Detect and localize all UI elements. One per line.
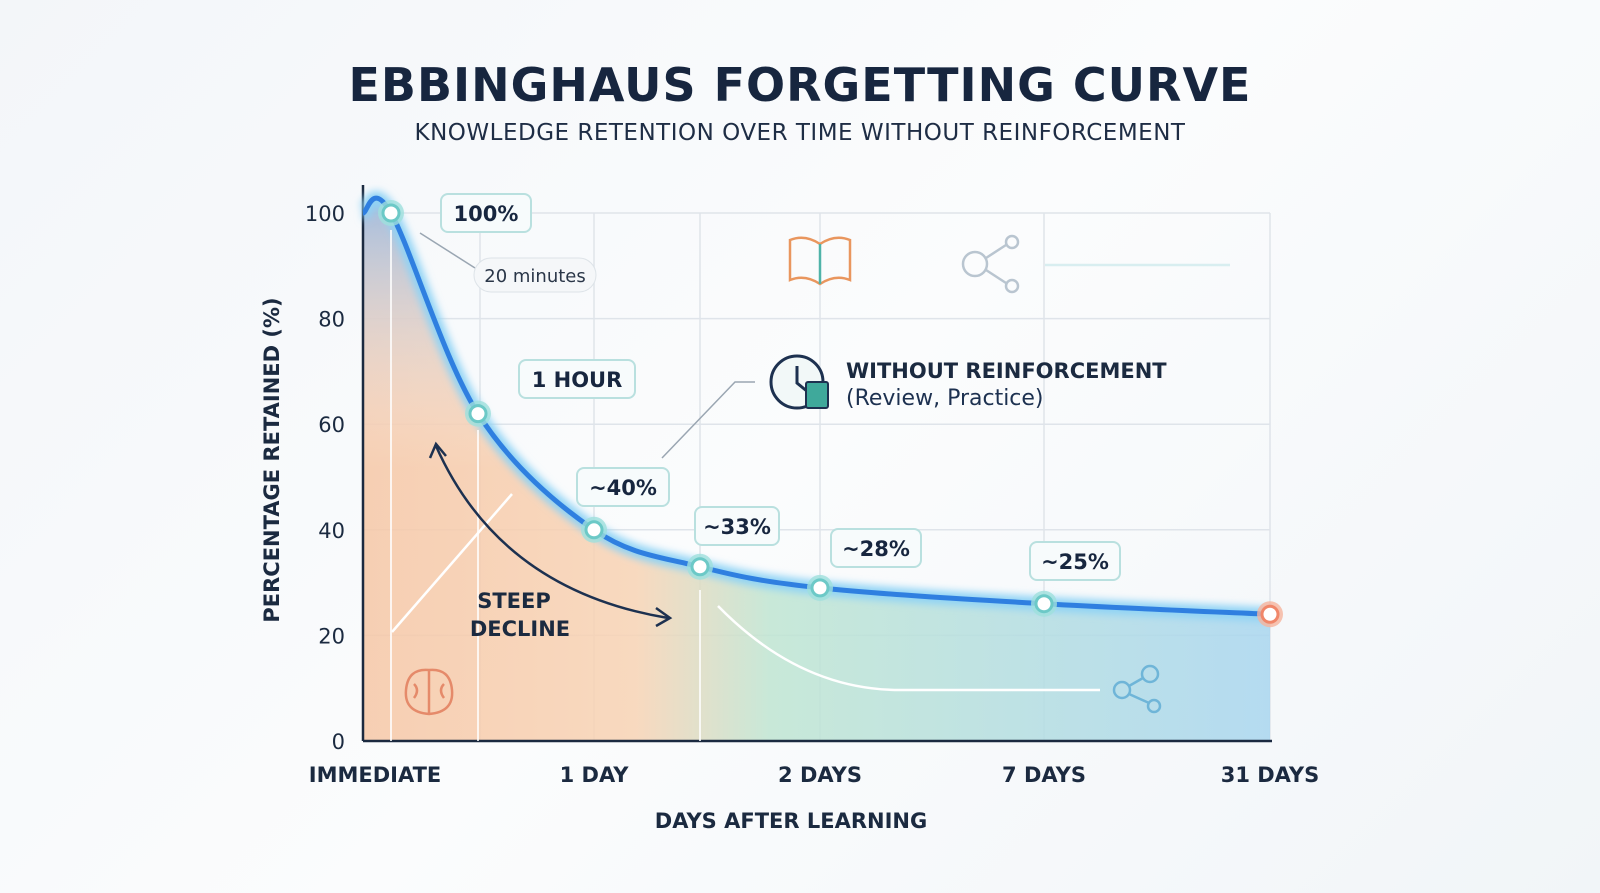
data-point (1034, 594, 1054, 614)
svg-text:100%: 100% (454, 202, 519, 226)
x-axis-label: DAYS AFTER LEARNING (655, 809, 927, 833)
brain-icon (404, 668, 454, 716)
data-point (810, 578, 830, 598)
data-label: ~25% (1029, 541, 1121, 581)
y-tick-label: 60 (318, 413, 345, 437)
legend-subtitle: (Review, Practice) (846, 386, 1044, 411)
chart-title: EBBINGHAUS FORGETTING CURVE (348, 58, 1252, 112)
y-tick-label: 80 (318, 308, 345, 332)
steep-decline-label-2: DECLINE (470, 617, 570, 641)
x-tick-label: IMMEDIATE (309, 763, 442, 787)
y-tick-label: 100 (305, 202, 345, 226)
data-point (584, 520, 604, 540)
legend-title: WITHOUT REINFORCEMENT (846, 359, 1167, 383)
data-point (1260, 604, 1280, 624)
y-axis-label: PERCENTAGE RETAINED (%) (260, 297, 284, 622)
clock-book-icon (769, 354, 829, 410)
data-point (381, 203, 401, 223)
book-icon (788, 236, 852, 286)
white-arrow (391, 493, 513, 633)
y-tick-label: 20 (318, 624, 345, 648)
data-label: 100% (440, 193, 532, 233)
data-point (468, 404, 488, 424)
svg-text:1 HOUR: 1 HOUR (532, 368, 623, 392)
data-label: ~28% (830, 528, 922, 568)
steep-decline-arrow (434, 445, 669, 620)
data-point (690, 557, 710, 577)
x-tick-label: 1 DAY (560, 763, 630, 787)
y-tick-label: 40 (318, 519, 345, 543)
x-tick-label: 31 DAYS (1221, 763, 1320, 787)
twenty-minutes-leader (419, 232, 476, 269)
data-label: ~40% (576, 467, 670, 507)
steep-decline-label-1: STEEP (477, 589, 551, 613)
svg-text:~25%: ~25% (1041, 550, 1109, 574)
svg-text:~40%: ~40% (589, 476, 657, 500)
twenty-minutes-pill (473, 257, 597, 293)
share-icon-bottom (1112, 664, 1162, 714)
data-label: 1 HOUR (518, 359, 636, 399)
x-tick-label: 2 DAYS (778, 763, 862, 787)
svg-text:~28%: ~28% (842, 537, 910, 561)
data-label: ~33% (694, 506, 780, 546)
y-tick-label: 0 (332, 730, 345, 754)
chart-subtitle: KNOWLEDGE RETENTION OVER TIME WITHOUT RE… (414, 120, 1186, 146)
x-tick-label: 7 DAYS (1002, 763, 1086, 787)
svg-text:~33%: ~33% (703, 515, 771, 539)
twenty-minutes-label: 20 minutes (484, 266, 586, 287)
share-icon (961, 234, 1230, 294)
